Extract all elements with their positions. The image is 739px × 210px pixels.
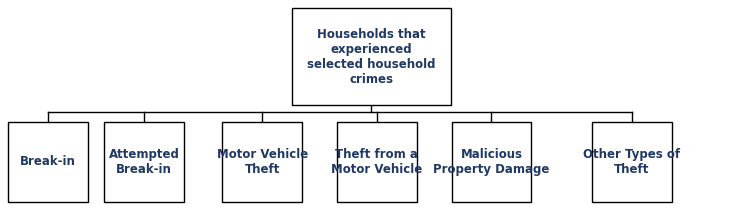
FancyBboxPatch shape: [292, 8, 451, 105]
Text: Malicious
Property Damage: Malicious Property Damage: [433, 148, 550, 176]
FancyBboxPatch shape: [222, 122, 302, 202]
FancyBboxPatch shape: [592, 122, 672, 202]
FancyBboxPatch shape: [337, 122, 417, 202]
Text: Motor Vehicle
Theft: Motor Vehicle Theft: [217, 148, 308, 176]
FancyBboxPatch shape: [8, 122, 88, 202]
Text: Attempted
Break-in: Attempted Break-in: [109, 148, 180, 176]
FancyBboxPatch shape: [452, 122, 531, 202]
Text: Other Types of
Theft: Other Types of Theft: [583, 148, 681, 176]
Text: Households that
experienced
selected household
crimes: Households that experienced selected hou…: [307, 28, 435, 86]
Text: Break-in: Break-in: [20, 155, 76, 168]
Text: Theft from a
Motor Vehicle: Theft from a Motor Vehicle: [331, 148, 423, 176]
FancyBboxPatch shape: [104, 122, 184, 202]
